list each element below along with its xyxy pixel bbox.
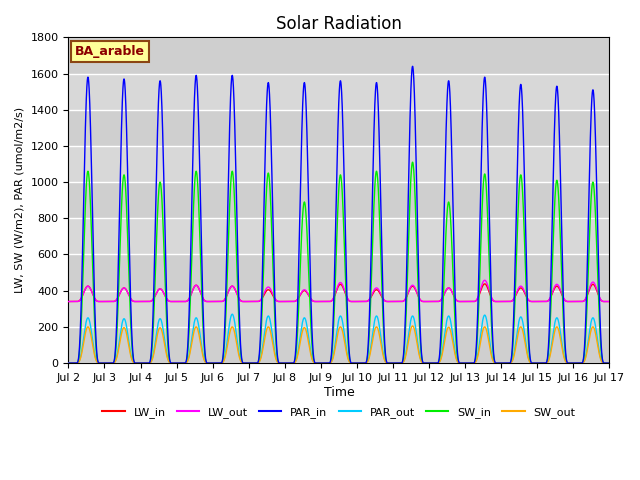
PAR_out bbox=[554, 317, 562, 323]
PAR_out bbox=[392, 360, 399, 366]
PAR_in bbox=[392, 360, 399, 366]
SW_out bbox=[65, 360, 72, 366]
LW_out bbox=[392, 299, 399, 304]
Line: SW_out: SW_out bbox=[68, 326, 609, 363]
SW_in bbox=[401, 338, 409, 344]
SW_in bbox=[605, 360, 613, 366]
LW_out bbox=[65, 299, 72, 304]
PAR_out bbox=[228, 312, 236, 317]
PAR_out bbox=[180, 360, 188, 366]
LW_out bbox=[554, 282, 562, 288]
PAR_in bbox=[409, 63, 417, 69]
LW_in bbox=[65, 299, 72, 304]
LW_in bbox=[180, 299, 188, 304]
SW_in bbox=[65, 360, 72, 366]
PAR_in bbox=[180, 360, 188, 366]
LW_in bbox=[554, 284, 562, 289]
Line: LW_out: LW_out bbox=[68, 280, 609, 301]
SW_out bbox=[216, 360, 223, 366]
LW_out bbox=[216, 299, 223, 304]
SW_out bbox=[554, 325, 562, 331]
Line: SW_in: SW_in bbox=[68, 162, 609, 363]
X-axis label: Time: Time bbox=[324, 385, 355, 398]
LW_out bbox=[605, 299, 613, 304]
Y-axis label: LW, SW (W/m2), PAR (umol/m2/s): LW, SW (W/m2), PAR (umol/m2/s) bbox=[15, 107, 25, 293]
PAR_in bbox=[65, 360, 72, 366]
Bar bbox=[68, 254, 609, 291]
SW_in bbox=[216, 360, 223, 366]
SW_out bbox=[401, 356, 409, 362]
PAR_in bbox=[216, 360, 223, 366]
SW_out bbox=[392, 360, 399, 366]
SW_in bbox=[409, 159, 417, 165]
SW_in bbox=[392, 360, 399, 366]
Text: BA_arable: BA_arable bbox=[75, 45, 145, 58]
LW_in bbox=[481, 281, 488, 287]
SW_out bbox=[605, 360, 613, 366]
LW_in bbox=[392, 299, 399, 304]
Title: Solar Radiation: Solar Radiation bbox=[276, 15, 402, 33]
SW_in bbox=[605, 360, 613, 366]
Bar bbox=[68, 110, 609, 146]
PAR_in bbox=[605, 360, 613, 366]
Bar bbox=[68, 37, 609, 73]
PAR_out bbox=[401, 354, 409, 360]
Legend: LW_in, LW_out, PAR_in, PAR_out, SW_in, SW_out: LW_in, LW_out, PAR_in, PAR_out, SW_in, S… bbox=[98, 403, 580, 422]
SW_out bbox=[180, 360, 188, 366]
PAR_in bbox=[605, 360, 613, 366]
LW_out bbox=[481, 277, 488, 283]
LW_in bbox=[401, 297, 409, 303]
LW_out bbox=[180, 299, 188, 304]
Bar bbox=[68, 327, 609, 363]
PAR_out bbox=[605, 360, 613, 366]
SW_out bbox=[409, 323, 417, 329]
PAR_out bbox=[65, 360, 72, 366]
LW_out bbox=[605, 299, 613, 304]
LW_in bbox=[605, 299, 613, 304]
SW_in bbox=[180, 360, 188, 366]
PAR_in bbox=[401, 327, 409, 333]
Bar bbox=[68, 182, 609, 218]
Line: LW_in: LW_in bbox=[68, 284, 609, 301]
Line: PAR_in: PAR_in bbox=[68, 66, 609, 363]
SW_out bbox=[605, 360, 613, 366]
PAR_out bbox=[605, 360, 613, 366]
SW_in bbox=[554, 185, 562, 191]
LW_in bbox=[605, 299, 613, 304]
PAR_in bbox=[554, 95, 562, 100]
PAR_out bbox=[216, 360, 223, 366]
Line: PAR_out: PAR_out bbox=[68, 314, 609, 363]
LW_out bbox=[401, 297, 409, 302]
LW_in bbox=[216, 299, 223, 304]
